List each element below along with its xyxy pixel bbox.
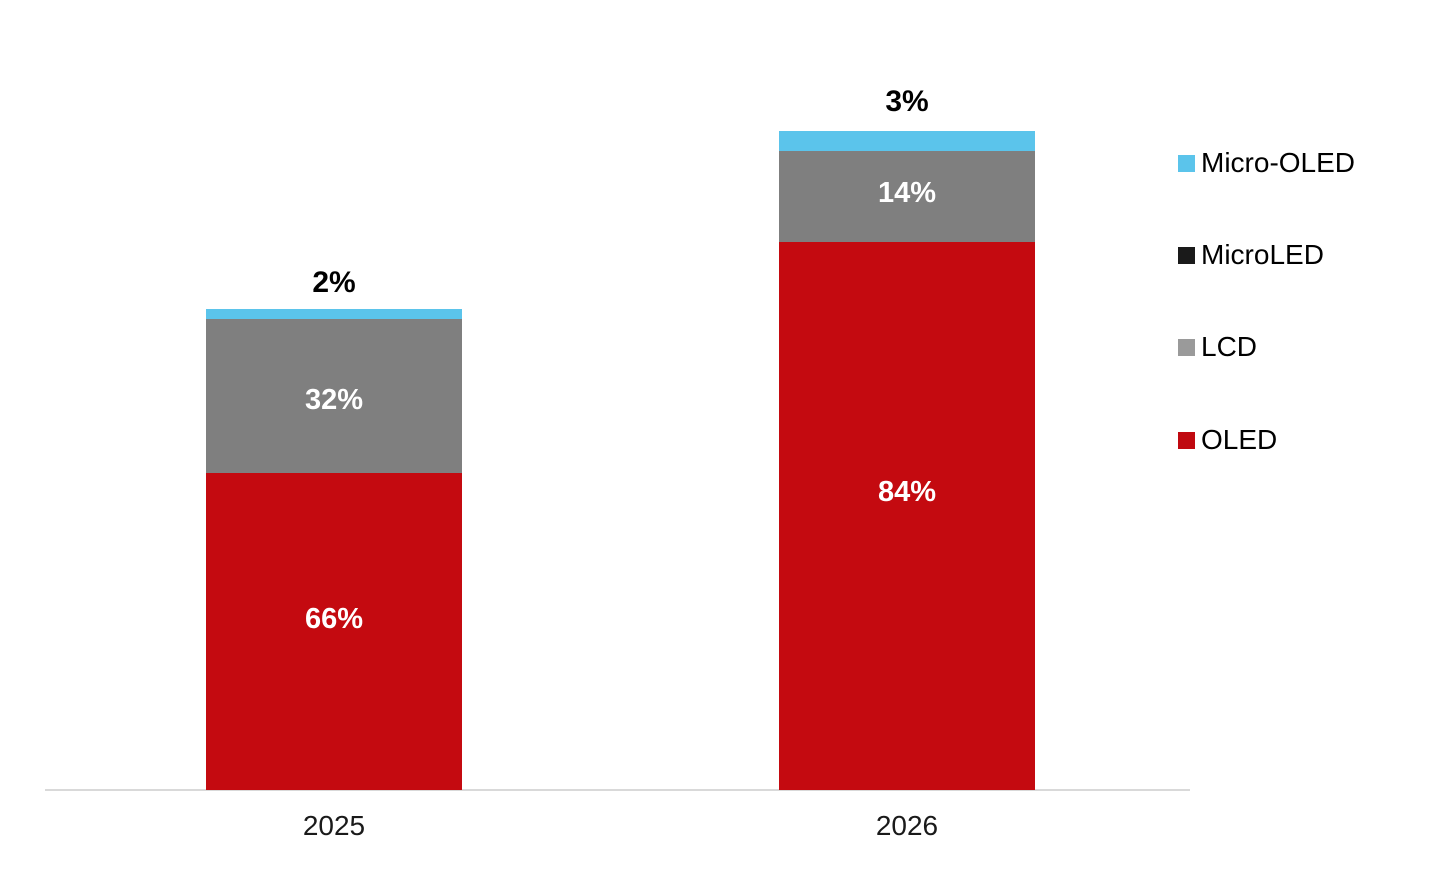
above-bar-label: 3% <box>885 85 929 118</box>
micro-oled-swatch-icon <box>1178 154 1195 172</box>
bar-2026-segment-oled <box>779 241 1035 790</box>
legend-label-lcd: LCD <box>1201 331 1258 362</box>
legend-item-micro-oled: Micro-OLED <box>1178 147 1356 178</box>
legend-item-lcd: LCD <box>1178 331 1258 362</box>
above-bar-label: 2% <box>312 266 356 299</box>
bar-2025-segment-micro-oled <box>206 309 462 319</box>
oled-swatch-icon <box>1178 431 1195 449</box>
bar-2026-segment-lcd <box>779 150 1035 242</box>
legend-label-micro-oled: Micro-OLED <box>1201 147 1356 178</box>
segment-label: 66% <box>304 603 364 635</box>
segment-label: 84% <box>877 476 937 508</box>
bar-2025-segment-oled <box>206 472 462 790</box>
segment-label: 32% <box>304 384 364 416</box>
lcd-swatch-icon <box>1178 338 1195 356</box>
segment-label: 14% <box>877 177 937 209</box>
microled-swatch-icon <box>1178 246 1195 264</box>
bar-2025-segment-lcd <box>206 318 462 473</box>
legend-item-microled: MicroLED <box>1178 239 1324 270</box>
x-tick-label: 2025 <box>302 810 366 841</box>
legend-item-oled: OLED <box>1178 424 1278 455</box>
x-tick-label: 2026 <box>875 810 939 841</box>
legend: Micro-OLED MicroLED LCD OLED <box>1178 0 1440 872</box>
legend-label-oled: OLED <box>1201 424 1278 455</box>
x-axis-line <box>45 789 1190 791</box>
legend-label-microled: MicroLED <box>1201 239 1324 270</box>
bar-2026-segment-micro-oled <box>779 131 1035 151</box>
